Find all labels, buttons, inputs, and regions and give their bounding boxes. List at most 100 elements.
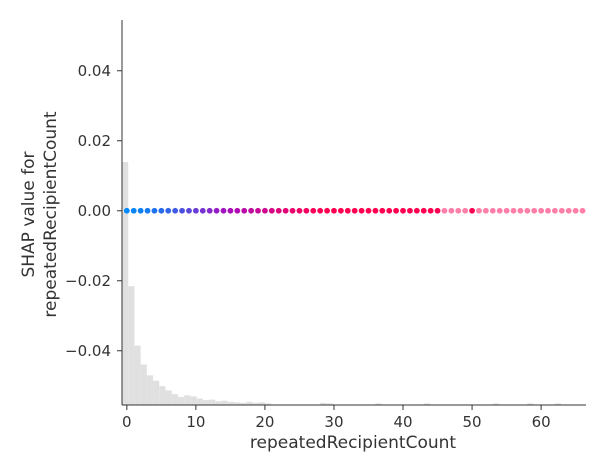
histogram-bar-3	[140, 364, 147, 405]
data-point-34	[358, 207, 365, 214]
data-point-65	[572, 207, 579, 214]
data-point-49	[462, 207, 469, 214]
histogram-bar-23	[264, 403, 272, 405]
data-point-16	[234, 207, 241, 214]
data-point-43	[420, 207, 427, 214]
data-point-9	[186, 207, 192, 214]
data-point-44	[427, 207, 434, 214]
data-point-54	[496, 207, 503, 214]
axes-layer	[121, 20, 586, 406]
histogram-bar-24	[320, 402, 327, 405]
y-axis-title-line-1: SHAP value for	[19, 151, 39, 277]
histogram-bar-22	[258, 402, 265, 405]
data-point-1	[130, 207, 137, 214]
x-tick-label-6: 60	[532, 413, 551, 431]
data-point-38	[386, 207, 393, 214]
data-point-47	[448, 207, 455, 214]
histogram-bar-17	[227, 401, 234, 405]
histogram-bar-28	[492, 403, 499, 405]
data-point-52	[482, 207, 489, 214]
x-tick-label-4: 40	[393, 413, 412, 431]
data-point-36	[372, 207, 379, 214]
data-point-3	[144, 207, 151, 214]
data-point-53	[489, 207, 496, 214]
data-point-46	[441, 207, 448, 214]
histogram-bar-20	[246, 401, 253, 405]
histogram-bar-19	[240, 402, 247, 405]
x-ticks: 0 10 20 30 40 50 60	[122, 405, 551, 431]
x-tick-label-2: 20	[255, 413, 274, 431]
data-point-21	[268, 207, 275, 214]
data-point-48	[455, 207, 462, 214]
data-point-28	[317, 207, 324, 214]
data-point-14	[220, 207, 227, 214]
x-axis-title: repeatedRecipientCount	[250, 433, 456, 453]
y-tick-label-0: 0.04	[78, 62, 111, 80]
data-point-4	[151, 207, 158, 214]
histogram-bar-15	[215, 401, 222, 405]
data-point-42	[413, 207, 420, 214]
data-point-0	[123, 207, 130, 214]
y-tick-label-3: −0.02	[65, 272, 111, 290]
data-point-15	[227, 207, 234, 214]
histogram-bar-9	[177, 396, 185, 405]
histogram-bar-6	[159, 386, 166, 405]
histogram-bar-21	[252, 402, 259, 405]
data-point-41	[407, 207, 413, 214]
histogram-bar-30	[554, 403, 562, 405]
x-tick-label-5: 50	[463, 413, 482, 431]
histogram-bar-11	[190, 396, 197, 405]
histogram-bar-27	[423, 403, 430, 405]
data-point-12	[206, 207, 213, 214]
points-layer	[123, 207, 586, 214]
data-point-2	[137, 207, 144, 214]
data-point-22	[275, 207, 282, 214]
data-point-19	[255, 207, 261, 214]
data-point-55	[503, 207, 510, 214]
histogram-bar-7	[165, 390, 172, 405]
histogram-bar-29	[527, 403, 534, 405]
histogram-bar-16	[221, 400, 228, 405]
y-tick-label-2: 0.00	[78, 202, 111, 220]
data-point-27	[310, 207, 317, 214]
data-point-17	[241, 207, 248, 214]
y-axis-title-line-2: repeatedRecipientCount	[41, 111, 61, 317]
data-point-25	[296, 207, 303, 214]
y-tick-label-1: 0.02	[78, 132, 111, 150]
histogram-bar-12	[196, 398, 203, 405]
x-tick-label-3: 30	[324, 413, 343, 431]
data-point-59	[531, 207, 538, 214]
data-point-51	[476, 207, 482, 214]
data-point-18	[248, 207, 255, 214]
histogram-bar-0	[122, 162, 129, 405]
data-point-20	[262, 207, 268, 214]
data-point-61	[545, 207, 551, 214]
data-point-13	[213, 207, 220, 214]
data-point-5	[158, 207, 165, 214]
data-point-29	[324, 207, 330, 214]
histogram-bar-5	[153, 380, 160, 405]
data-point-32	[344, 207, 351, 214]
histogram-layer	[122, 162, 562, 405]
histogram-bar-10	[184, 395, 191, 405]
histogram-bar-14	[209, 399, 216, 405]
x-tick-label-0: 0	[122, 413, 132, 431]
histogram-bar-4	[146, 375, 154, 405]
data-point-30	[331, 207, 337, 214]
data-point-45	[434, 207, 441, 214]
histogram-bar-26	[375, 403, 382, 405]
data-point-40	[400, 207, 406, 214]
y-tick-label-4: −0.04	[65, 342, 111, 360]
data-point-50	[469, 207, 475, 214]
data-point-23	[282, 207, 289, 214]
histogram-bar-13	[202, 400, 209, 405]
data-point-56	[510, 207, 517, 214]
data-point-8	[179, 207, 185, 214]
y-ticks: 0.04 0.02 0.00 −0.02 −0.04	[65, 62, 122, 360]
data-point-62	[552, 207, 558, 214]
data-point-11	[199, 207, 206, 214]
data-point-63	[558, 207, 565, 214]
data-point-7	[172, 207, 179, 214]
histogram-bar-1	[128, 286, 135, 405]
